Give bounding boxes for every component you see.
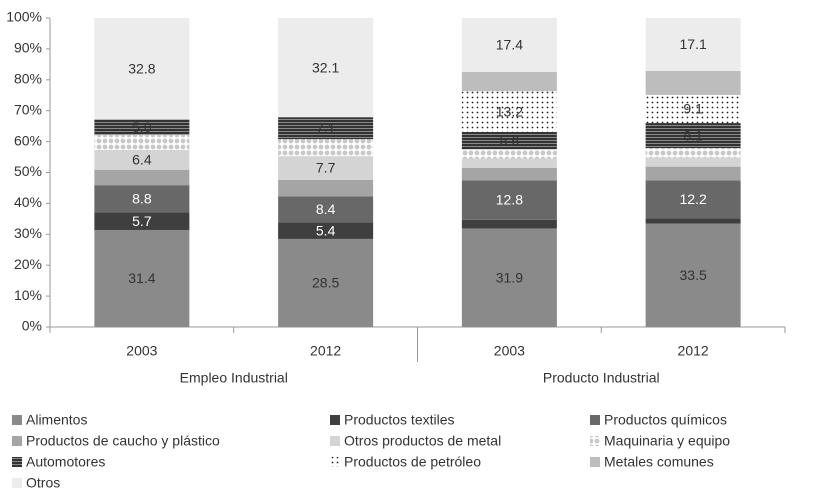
legend-swatch	[12, 436, 22, 446]
bar-value-label: 9.1	[683, 101, 703, 117]
bar-value-label: 8.1	[683, 127, 703, 143]
bar-value-label: 13.2	[496, 103, 523, 119]
y-tick-label: 10%	[14, 287, 42, 303]
bar-segment	[645, 148, 741, 158]
legend-label: Maquinaria y equipo	[604, 433, 730, 449]
bar-segment	[461, 158, 557, 168]
bar-value-label: 12.2	[680, 191, 707, 207]
bar-value-label: 8.8	[132, 190, 152, 206]
bar-value-label: 17.4	[496, 37, 523, 53]
bar-value-label: 12.8	[496, 192, 523, 208]
legend-label: Metales comunes	[604, 454, 714, 470]
x-tick-label: 2012	[310, 343, 341, 359]
y-tick-label: 80%	[14, 71, 42, 87]
bar-segment	[645, 70, 741, 95]
bar-segment	[278, 117, 374, 140]
y-tick-label: 30%	[14, 225, 42, 241]
bar-value-label: 5.0	[132, 119, 152, 135]
bar-segment	[278, 196, 374, 223]
legend-label: Automotores	[26, 454, 105, 470]
bar-segment	[94, 185, 190, 213]
y-tick-label: 40%	[14, 194, 42, 210]
legend-label: Alimentos	[26, 412, 87, 428]
bar-value-label: 31.9	[496, 269, 523, 285]
legend-swatch	[12, 457, 22, 467]
legend-label: Productos de caucho y plástico	[26, 433, 220, 449]
bar-value-label: 5.7	[132, 213, 152, 229]
legend-label: Productos de petróleo	[344, 454, 481, 470]
bar-segment	[461, 149, 557, 159]
legend-swatch	[590, 457, 600, 467]
bar-segment	[645, 123, 741, 149]
bar-segment	[278, 18, 374, 118]
bar-segment	[461, 91, 557, 133]
bar-segment	[645, 166, 741, 181]
legend-swatch	[330, 457, 340, 467]
y-tick-label: 90%	[14, 40, 42, 56]
legend-label: Otros	[26, 475, 60, 490]
bar-value-label: 5.4	[316, 222, 336, 238]
legend-swatch	[590, 415, 600, 425]
legend-swatch	[330, 436, 340, 446]
legend-label: Productos químicos	[604, 412, 727, 428]
bar-segment	[94, 229, 190, 327]
bar-value-label: 5.6	[500, 132, 520, 148]
bar-segment	[645, 180, 741, 219]
bar-segment	[461, 71, 557, 92]
bar-segment	[278, 139, 374, 157]
group-label: Producto Industrial	[543, 370, 660, 386]
bar-value-label: 33.5	[680, 267, 707, 283]
bar-segment	[278, 222, 374, 239]
bar-segment	[94, 119, 190, 135]
legend-swatch	[590, 436, 600, 446]
bar-segment	[94, 18, 190, 120]
bar-segment	[461, 219, 557, 229]
bar-segment	[461, 132, 557, 150]
y-tick-label: 70%	[14, 101, 42, 117]
x-tick-label: 2012	[678, 343, 709, 359]
bar-value-label: 7.7	[316, 160, 336, 176]
bar-segment	[94, 149, 190, 170]
bar-value-label: 6.4	[132, 152, 152, 168]
legend-swatch	[330, 415, 340, 425]
bar-segment	[461, 167, 557, 181]
bar-value-label: 28.5	[312, 275, 339, 291]
legend-label: Otros productos de metal	[344, 433, 501, 449]
y-tick-label: 60%	[14, 132, 42, 148]
y-tick-label: 0%	[22, 318, 42, 334]
bar-value-label: 8.4	[316, 201, 336, 217]
bar-value-label: 32.1	[312, 59, 339, 75]
bar-segment	[461, 228, 557, 327]
y-tick-label: 20%	[14, 256, 42, 272]
bar-segment	[278, 156, 374, 180]
bar-value-label: 17.1	[680, 36, 707, 52]
y-tick-label: 100%	[6, 9, 42, 25]
bar-segment	[461, 180, 557, 220]
bar-value-label: 32.8	[128, 60, 155, 76]
bar-segment	[278, 179, 374, 197]
bar-value-label: 7.1	[316, 120, 336, 136]
bar-segment	[94, 134, 190, 150]
bar-segment	[645, 223, 741, 327]
x-tick-label: 2003	[494, 343, 525, 359]
legend-swatch	[12, 478, 22, 488]
legend-label: Productos textiles	[344, 412, 455, 428]
bar-segment	[94, 169, 190, 186]
group-label: Empleo Industrial	[180, 370, 288, 386]
bar-segment	[278, 238, 374, 327]
bar-segment	[645, 157, 741, 167]
bar-value-label: 31.4	[128, 270, 155, 286]
bar-segment	[645, 218, 741, 224]
bar-segment	[461, 18, 557, 72]
bar-segment	[645, 18, 741, 71]
bar-segment	[94, 212, 190, 230]
bar-segment	[645, 94, 741, 124]
legend-swatch	[12, 415, 22, 425]
y-tick-label: 50%	[14, 163, 42, 179]
x-tick-label: 2003	[126, 343, 157, 359]
